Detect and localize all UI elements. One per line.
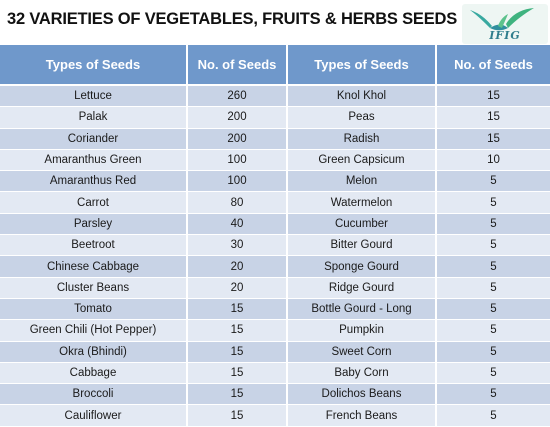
seed-count-left: 30 bbox=[187, 234, 288, 257]
seed-count-left: 200 bbox=[187, 106, 288, 129]
seed-type-right: French Beans bbox=[287, 404, 437, 427]
seed-type-right: Bottle Gourd - Long bbox=[287, 298, 437, 321]
table-row: Green Chili (Hot Pepper) 15 Pumpkin 5 bbox=[0, 319, 550, 342]
table-body: Lettuce 260 Knol Khol 15 Palak 200 Peas 15 Coria… bbox=[0, 85, 550, 427]
seed-count-right: 5 bbox=[436, 234, 550, 257]
seed-count-right: 5 bbox=[436, 341, 550, 363]
seed-type-right: Ridge Gourd bbox=[287, 277, 437, 299]
seed-count-right: 5 bbox=[436, 362, 550, 385]
header-no-of-seeds-left: No. of Seeds bbox=[187, 45, 288, 86]
seed-type-left: Amaranthus Green bbox=[0, 149, 188, 172]
seed-type-left: Broccoli bbox=[0, 383, 188, 406]
seed-type-right: Green Capsicum bbox=[287, 149, 437, 172]
seed-count-right: 15 bbox=[436, 128, 550, 150]
seed-type-left: Lettuce bbox=[0, 85, 188, 108]
seed-type-right: Dolichos Beans bbox=[287, 383, 437, 406]
seed-type-left: Beetroot bbox=[0, 234, 188, 257]
table-row: Amaranthus Green 100 Green Capsicum 10 bbox=[0, 149, 550, 172]
seed-type-right: Knol Khol bbox=[287, 85, 437, 108]
seed-count-right: 5 bbox=[436, 298, 550, 321]
seed-count-left: 15 bbox=[187, 404, 288, 427]
table-row: Tomato 15 Bottle Gourd - Long 5 bbox=[0, 298, 550, 321]
table-row: Amaranthus Red 100 Melon 5 bbox=[0, 170, 550, 193]
logo-text: IFIG bbox=[489, 29, 521, 42]
table-row: Cauliflower 15 French Beans 5 bbox=[0, 404, 550, 427]
bird-icon bbox=[470, 8, 534, 31]
seed-count-left: 15 bbox=[187, 341, 288, 363]
seed-count-right: 5 bbox=[436, 191, 550, 214]
seed-count-right: 15 bbox=[436, 106, 550, 129]
seed-count-left: 100 bbox=[187, 170, 288, 193]
table-row: Okra (Bhindi) 15 Sweet Corn 5 bbox=[0, 341, 550, 363]
table-row: Cabbage 15 Baby Corn 5 bbox=[0, 362, 550, 385]
seed-type-left: Okra (Bhindi) bbox=[0, 341, 188, 363]
seed-type-left: Amaranthus Red bbox=[0, 170, 188, 193]
table-row: Beetroot 30 Bitter Gourd 5 bbox=[0, 234, 550, 257]
seed-type-right: Bitter Gourd bbox=[287, 234, 437, 257]
seed-type-right: Pumpkin bbox=[287, 319, 437, 342]
seed-type-right: Watermelon bbox=[287, 191, 437, 214]
seed-count-right: 5 bbox=[436, 213, 550, 236]
seed-count-left: 20 bbox=[187, 255, 288, 278]
seed-type-right: Sponge Gourd bbox=[287, 255, 437, 278]
seed-count-left: 100 bbox=[187, 149, 288, 172]
seed-count-right: 5 bbox=[436, 383, 550, 406]
seed-type-right: Radish bbox=[287, 128, 437, 150]
seed-count-left: 260 bbox=[187, 85, 288, 108]
seed-type-right: Melon bbox=[287, 170, 437, 193]
seed-type-right: Peas bbox=[287, 106, 437, 129]
seed-count-right: 5 bbox=[436, 277, 550, 299]
page-title: 32 VARIETIES OF VEGETABLES, FRUITS & HER… bbox=[7, 10, 524, 28]
seed-type-right: Cucumber bbox=[287, 213, 437, 236]
seed-type-left: Palak bbox=[0, 106, 188, 129]
seed-count-right: 5 bbox=[436, 255, 550, 278]
table-row: Chinese Cabbage 20 Sponge Gourd 5 bbox=[0, 255, 550, 278]
seed-count-left: 20 bbox=[187, 277, 288, 299]
seed-count-left: 40 bbox=[187, 213, 288, 236]
table-header-row: Types of Seeds No. of Seeds Types of See… bbox=[0, 45, 550, 86]
table-row: Carrot 80 Watermelon 5 bbox=[0, 191, 550, 214]
seed-count-right: 5 bbox=[436, 404, 550, 427]
seed-count-left: 15 bbox=[187, 362, 288, 385]
header-no-of-seeds-right: No. of Seeds bbox=[436, 45, 550, 86]
seed-count-right: 5 bbox=[436, 319, 550, 342]
seed-type-left: Coriander bbox=[0, 128, 188, 150]
seeds-table: Types of Seeds No. of Seeds Types of See… bbox=[0, 45, 550, 427]
table-row: Cluster Beans 20 Ridge Gourd 5 bbox=[0, 277, 550, 299]
header-types-of-seeds-left: Types of Seeds bbox=[0, 45, 188, 86]
header-types-of-seeds-right: Types of Seeds bbox=[287, 45, 437, 86]
seed-type-left: Cauliflower bbox=[0, 404, 188, 427]
table-row: Broccoli 15 Dolichos Beans 5 bbox=[0, 383, 550, 406]
seed-type-right: Sweet Corn bbox=[287, 341, 437, 363]
seed-count-left: 15 bbox=[187, 298, 288, 321]
seed-count-right: 15 bbox=[436, 85, 550, 108]
seed-count-left: 200 bbox=[187, 128, 288, 150]
seed-type-left: Parsley bbox=[0, 213, 188, 236]
seed-type-left: Chinese Cabbage bbox=[0, 255, 188, 278]
table-row: Lettuce 260 Knol Khol 15 bbox=[0, 85, 550, 108]
seed-count-left: 15 bbox=[187, 383, 288, 406]
table-row: Coriander 200 Radish 15 bbox=[0, 128, 550, 150]
seed-count-right: 10 bbox=[436, 149, 550, 172]
seed-type-left: Cabbage bbox=[0, 362, 188, 385]
brand-logo: IFIG bbox=[462, 4, 548, 44]
seed-count-left: 15 bbox=[187, 319, 288, 342]
seed-type-left: Cluster Beans bbox=[0, 277, 188, 299]
table-row: Palak 200 Peas 15 bbox=[0, 106, 550, 129]
seed-count-right: 5 bbox=[436, 170, 550, 193]
table-row: Parsley 40 Cucumber 5 bbox=[0, 213, 550, 236]
seed-type-right: Baby Corn bbox=[287, 362, 437, 385]
seed-type-left: Green Chili (Hot Pepper) bbox=[0, 319, 188, 342]
seed-type-left: Carrot bbox=[0, 191, 188, 214]
seed-count-left: 80 bbox=[187, 191, 288, 214]
seed-type-left: Tomato bbox=[0, 298, 188, 321]
